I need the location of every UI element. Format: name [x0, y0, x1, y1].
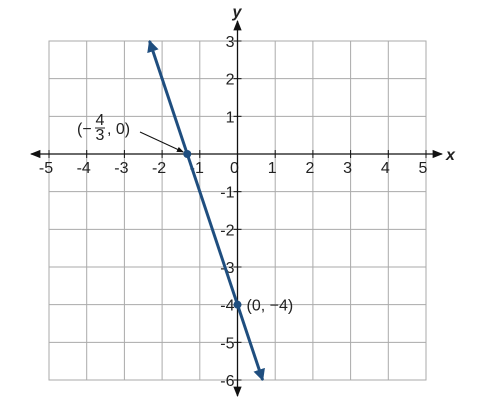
y-tick-label: -6 — [220, 373, 234, 390]
x-tick-label: 3 — [343, 160, 352, 177]
point-label: (− — [77, 121, 92, 138]
y-tick-label: -1 — [220, 185, 234, 202]
x-tick-label: -5 — [39, 160, 53, 177]
x-tick-label: -2 — [152, 160, 166, 177]
x-tick-label: 4 — [381, 160, 390, 177]
x-tick-label: 1 — [268, 160, 277, 177]
point-label: (0, −4) — [247, 298, 294, 315]
annotation-arrow — [139, 131, 184, 153]
point-label-denominator: 3 — [96, 127, 105, 144]
point-label-numerator: 4 — [96, 112, 105, 129]
y-tick-label: 3 — [226, 34, 235, 51]
y-tick-label: -4 — [220, 298, 234, 315]
x-axis-label: x — [445, 147, 456, 164]
y-tick-label: -2 — [220, 222, 234, 239]
line — [147, 39, 265, 382]
y-axis-label: y — [232, 4, 243, 21]
x-tick-label: -4 — [77, 160, 91, 177]
y-tick-label: 2 — [226, 72, 235, 89]
x-tick-label: 2 — [305, 160, 314, 177]
y-tick-label: 1 — [226, 109, 235, 126]
y-tick-label: -5 — [220, 335, 234, 352]
x-tick-label: -3 — [114, 160, 128, 177]
x-tick-label: 5 — [419, 160, 428, 177]
point — [233, 300, 242, 309]
point-label: , 0) — [107, 121, 130, 138]
point — [183, 150, 192, 158]
